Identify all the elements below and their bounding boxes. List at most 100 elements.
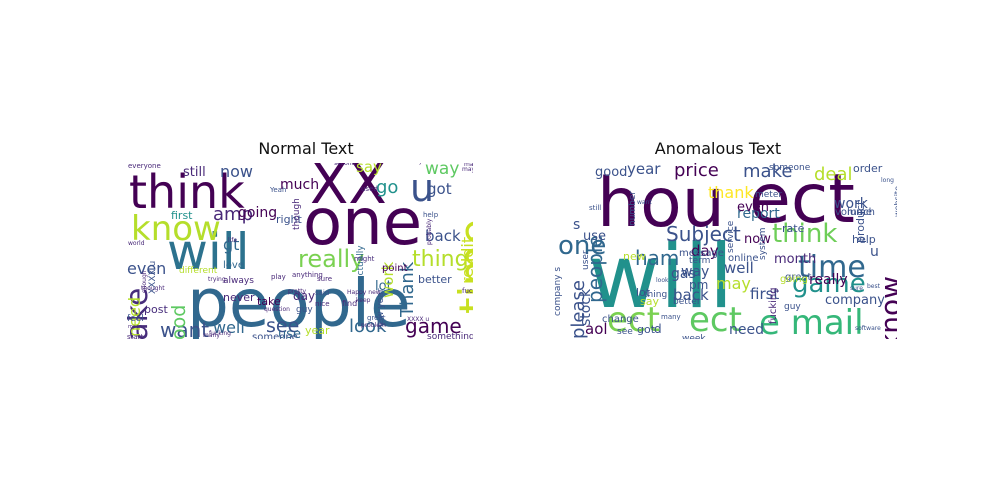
cloud-word: keep (356, 297, 371, 304)
cloud-word: year (305, 324, 330, 337)
cloud-word: take (257, 295, 281, 308)
cloud-word: gas (671, 266, 696, 282)
cloud-word: now (744, 232, 771, 247)
cloud-word: will (588, 225, 734, 328)
cloud-word: feel (127, 314, 144, 324)
cloud-word: anything (292, 271, 323, 279)
cloud-word: Subject (666, 222, 741, 246)
cloud-word: XX (310, 163, 387, 217)
cloud-word: system (758, 227, 768, 260)
cloud-word: amp (213, 204, 253, 225)
cloud-word: going (238, 205, 278, 221)
cloud-word: volume (835, 207, 873, 218)
cloud-word: got (427, 180, 452, 198)
cloud-word: better (418, 273, 452, 286)
cloud-word: everyone (128, 163, 161, 170)
cloud-word: post (144, 303, 168, 316)
cloud-word: sure (317, 275, 333, 283)
cloud-word: company (825, 293, 885, 308)
cloud-word: used (361, 185, 378, 193)
cloud-word: great (367, 314, 386, 322)
cloud-word: think (129, 165, 245, 219)
cloud-word: sure (850, 285, 863, 292)
cloud-word: much (280, 177, 320, 193)
cloud-word: use (583, 229, 607, 244)
cloud-word: pm (689, 278, 709, 292)
cloud-word: got (637, 323, 656, 336)
cloud-word: enough (141, 270, 148, 293)
cloud-word: service (726, 220, 736, 253)
cloud-word: thank (708, 183, 754, 202)
cloud-word: try (414, 163, 422, 165)
cloud-word: something (427, 332, 473, 340)
cloud-word: will (167, 223, 250, 281)
cloud-word: even (737, 200, 769, 215)
cloud-word: best (867, 283, 880, 290)
cloud-word: guy (296, 305, 313, 315)
cloud-word: meter (755, 190, 783, 200)
cloud-word: long (881, 177, 894, 184)
cloud-word: price (674, 163, 719, 181)
cloud-word: might (354, 255, 375, 263)
cloud-word: still (589, 204, 602, 212)
cloud-word: s (573, 217, 581, 233)
cloud-word: thing (644, 290, 668, 300)
cloud-word: may (716, 274, 751, 293)
cloud-word: online (728, 253, 759, 264)
cloud-word: problem (361, 322, 386, 329)
cloud-word: people (187, 265, 411, 339)
cloud-word: see (617, 327, 633, 337)
cloud-word: right (276, 213, 302, 226)
cloud-word: fuck (462, 287, 473, 295)
cloud-word: said (315, 289, 330, 297)
cloud-word: website (893, 186, 897, 217)
cloud-word: pretty (288, 288, 307, 295)
cloud-word: year (627, 163, 661, 178)
cloud-word: mean (128, 324, 143, 330)
cloud-word: actually (356, 245, 366, 281)
cloud-word: hou (597, 164, 725, 243)
cloud-word: different (179, 266, 218, 276)
cloud-word: well (724, 259, 754, 277)
cloud-word: nice (315, 300, 330, 308)
cloud-word: really (298, 245, 365, 273)
cloud-word: good (168, 304, 190, 339)
cloud-word: d (654, 322, 662, 336)
cloud-word: report (737, 206, 780, 222)
cloud-word: never (223, 291, 255, 304)
cloud-word: second (334, 163, 356, 167)
cloud-word: well (213, 318, 245, 337)
cloud-word: user (581, 250, 591, 270)
cloud-word: company s (553, 266, 563, 316)
cloud-word: way (681, 264, 710, 280)
cloud-word: gt (223, 235, 240, 254)
cloud-word: back (425, 227, 461, 245)
cloud-word: going (780, 274, 808, 285)
cloud-word: say (640, 295, 659, 308)
cloud-word: first (171, 209, 193, 222)
cloud-word: need (729, 322, 764, 338)
cloud-word: man (464, 163, 473, 168)
cloud-word: fucking (209, 330, 231, 337)
cloud-word: want (637, 199, 652, 206)
cloud-word: u (410, 166, 435, 210)
panel-title-anomalous: Anomalous Text (654, 139, 782, 158)
cloud-word: love (223, 260, 244, 271)
cloud-word: go (376, 177, 399, 198)
cloud-word: Happy new (347, 289, 381, 296)
cloud-word: though (292, 198, 302, 230)
cloud-word: ect (749, 163, 855, 239)
cloud-word: time (798, 250, 866, 285)
cloud-word: one (303, 186, 423, 260)
cloud-word: see (266, 315, 300, 337)
cloud-word: work (834, 196, 868, 212)
cloud-word: use (278, 327, 302, 339)
cloud-word: number (628, 190, 638, 226)
cloud-word: question (264, 306, 290, 313)
cloud-word: want (160, 318, 210, 339)
cloud-word: game (405, 314, 462, 338)
cloud-word: software (855, 325, 881, 332)
panel-title-normal: Normal Text (258, 139, 354, 158)
cloud-word: back (673, 286, 709, 304)
